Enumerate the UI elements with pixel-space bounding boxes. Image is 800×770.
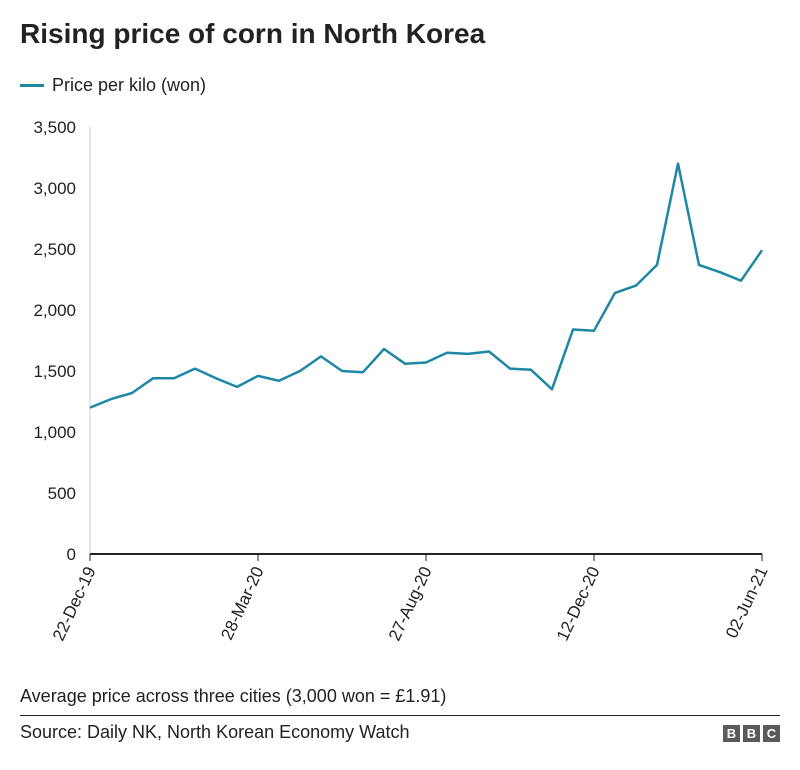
bbc-logo: B B C <box>723 725 780 742</box>
series <box>89 162 764 409</box>
chart-title: Rising price of corn in North Korea <box>20 18 486 49</box>
bbc-logo-letter: B <box>723 725 740 742</box>
source-text: Source: Daily NK, North Korean Economy W… <box>20 722 410 742</box>
x-tick-label: 22-Dec-19 <box>49 564 100 644</box>
footer-divider <box>20 715 780 716</box>
y-axis: 0 500 1,000 1,500 2,000 2,500 3,000 3,500 <box>33 118 91 564</box>
bbc-logo-letter: B <box>743 725 760 742</box>
x-tick-label: 28-Mar-20 <box>217 564 267 643</box>
chart-note: Average price across three cities (3,000… <box>20 686 447 706</box>
series-line-price-per-kilo <box>89 162 764 409</box>
y-tick-label: 500 <box>48 484 76 503</box>
x-tick-label: 02-Jun-21 <box>722 564 772 641</box>
legend: Price per kilo (won) <box>20 74 206 96</box>
x-tick-label: 12-Dec-20 <box>553 564 604 644</box>
x-tick-label: 27-Aug-20 <box>385 564 436 644</box>
y-tick-label: 2,000 <box>33 301 76 320</box>
y-tick-label: 3,000 <box>33 179 76 198</box>
y-tick-label: 3,500 <box>33 118 76 137</box>
line-chart: 0 500 1,000 1,500 2,000 2,500 3,000 3,500 22-De… <box>33 118 772 644</box>
legend-swatch-line <box>20 83 44 87</box>
bbc-logo-letter: C <box>763 725 780 742</box>
y-tick-label: 2,500 <box>33 240 76 259</box>
y-tick-label: 0 <box>67 545 76 564</box>
y-tick-label: 1,500 <box>33 362 76 381</box>
legend-label: Price per kilo (won) <box>52 74 207 95</box>
y-tick-label: 1,000 <box>33 423 76 442</box>
x-axis: 22-Dec-19 28-Mar-20 27-Aug-20 12-Dec-20 02-J… <box>49 553 772 644</box>
